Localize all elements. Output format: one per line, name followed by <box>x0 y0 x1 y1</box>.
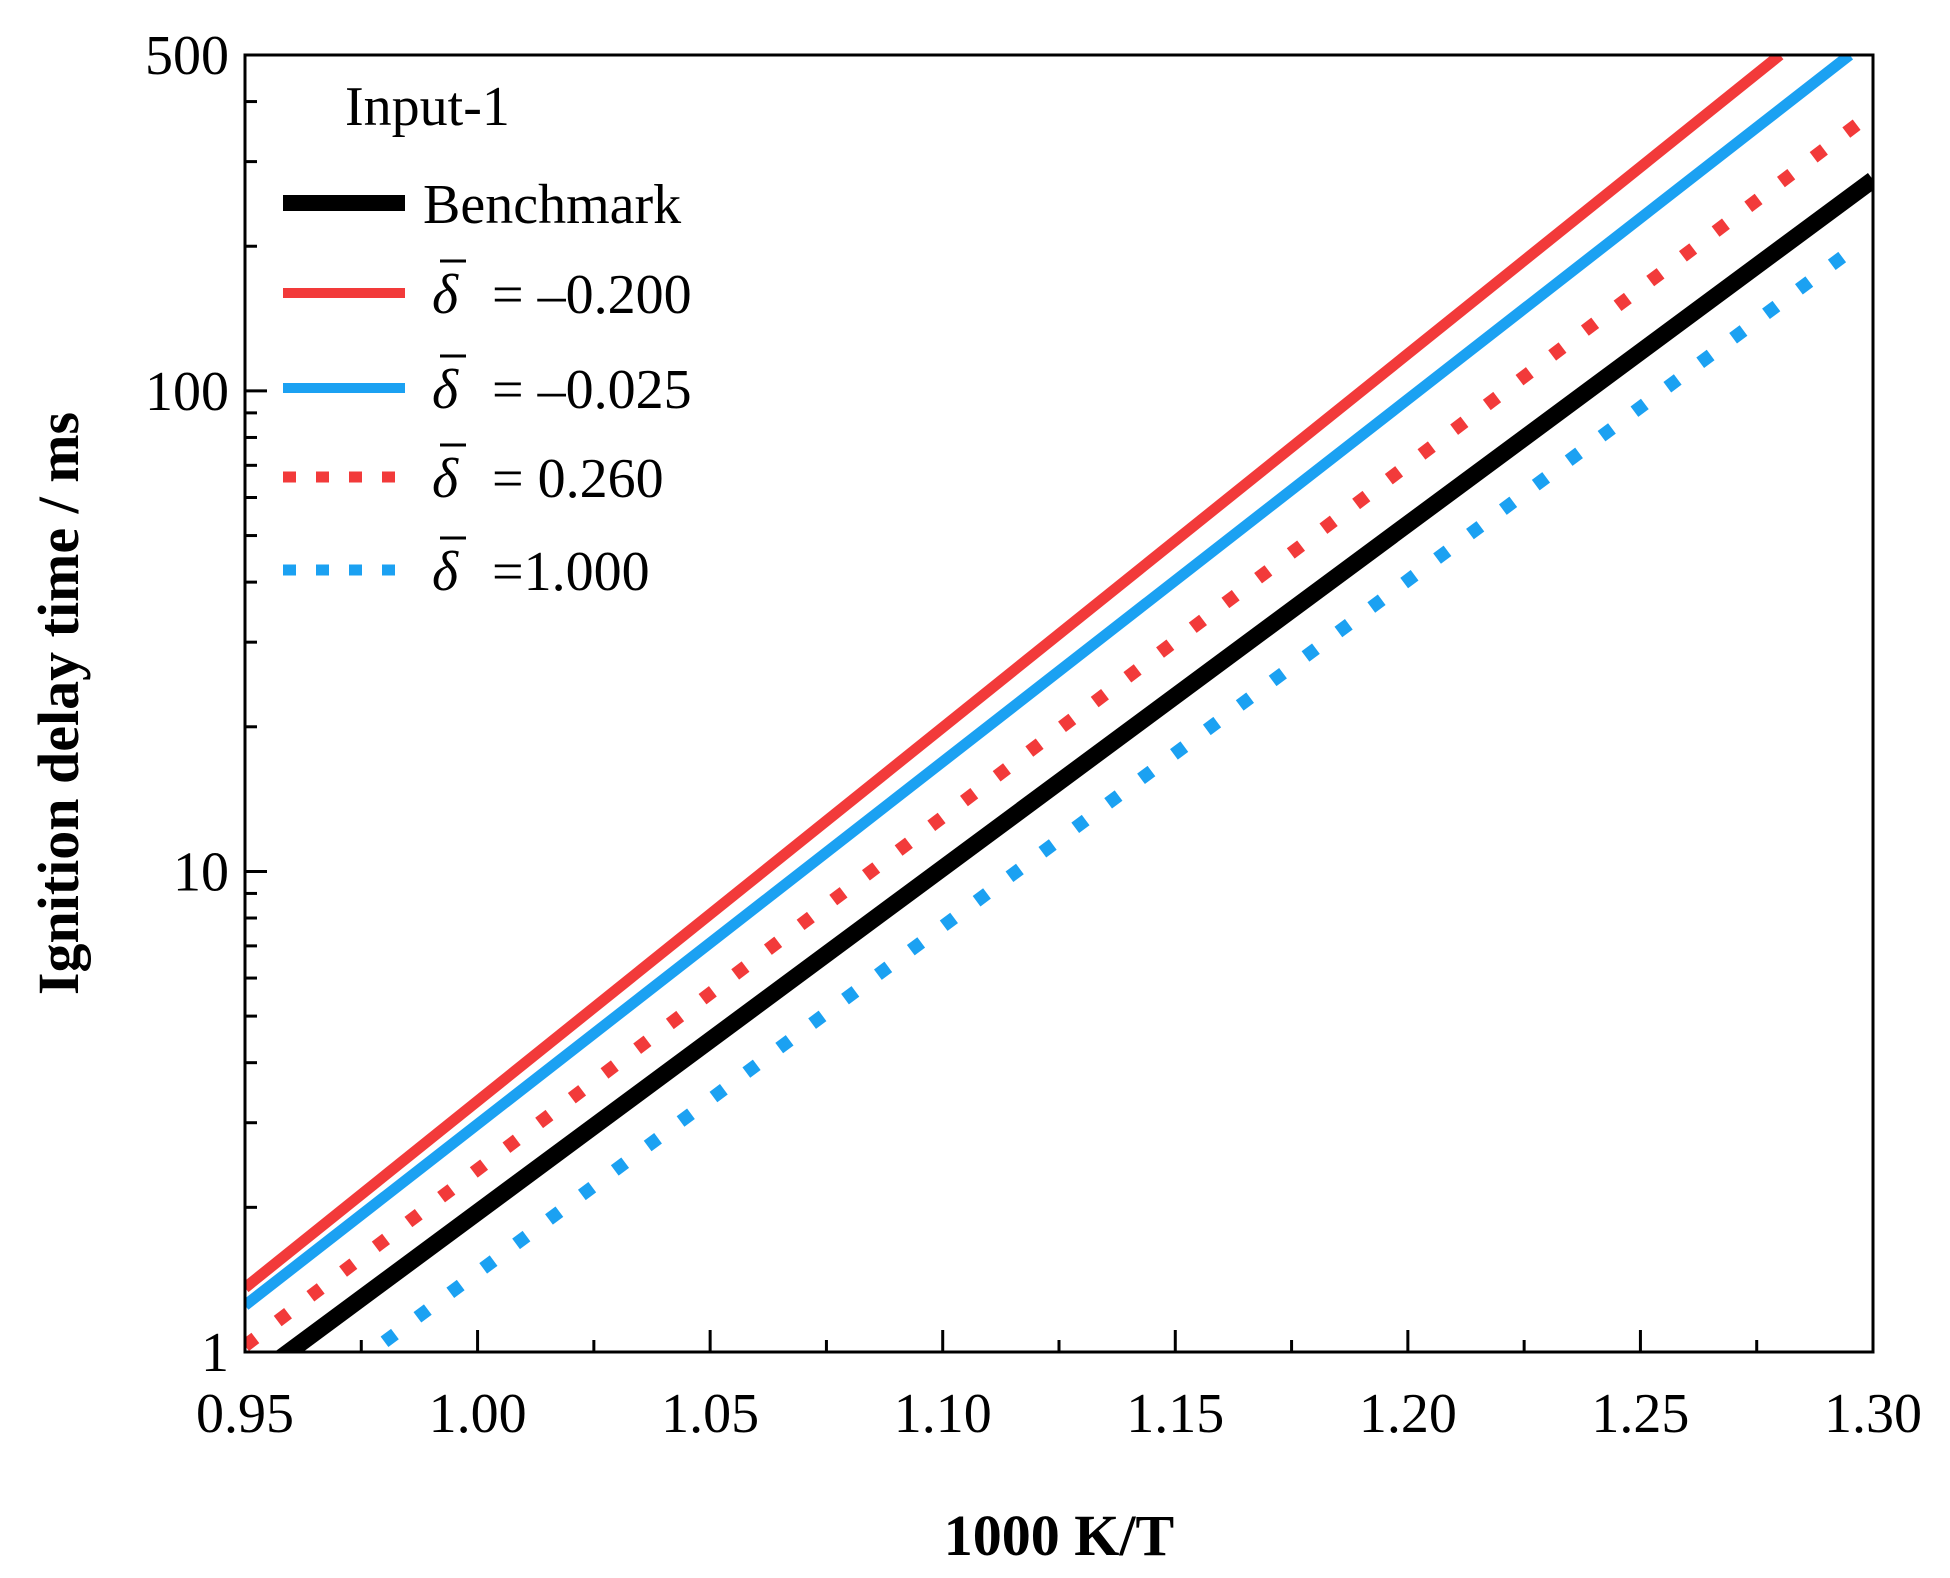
legend-label-1: Benchmark <box>423 174 681 236</box>
legend-label-2: = –0.200 <box>492 264 692 326</box>
series-line-5 <box>380 246 1854 1348</box>
series-layer <box>245 55 1873 1352</box>
series-line-3 <box>245 55 1854 1310</box>
series-line-4 <box>245 107 1873 1351</box>
axes-layer: 0.95 1.00 1.05 1.10 1.15 1.20 1.25 1.30 1 10 100 50… <box>145 25 1922 1445</box>
legend-delta-symbol: δ <box>432 448 459 510</box>
axis-titles: 1000 K/T Ignition delay time / ms <box>26 412 1174 1568</box>
x-tick-label: 1.15 <box>1126 1383 1224 1445</box>
legend-label-5: =1.000 <box>492 541 650 603</box>
series-line-1 <box>274 172 1873 1352</box>
y-tick-label: 500 <box>145 25 229 87</box>
y-axis-title: Ignition delay time / ms <box>26 412 91 995</box>
x-tick-label: 1.05 <box>661 1383 759 1445</box>
legend-delta-symbol: δ <box>432 264 459 326</box>
legend: Input-1 Benchmark δ = –0.200 δ = –0.025 δ = 0.2… <box>283 76 692 603</box>
legend-title: Input-1 <box>345 76 510 138</box>
legend-delta-symbol: δ <box>432 541 459 603</box>
plot-frame <box>243 53 1875 1354</box>
legend-label-3: = –0.025 <box>492 359 692 421</box>
x-tick-label: 1.20 <box>1359 1383 1457 1445</box>
y-tick-label: 1 <box>201 1322 229 1384</box>
series-line-2 <box>245 55 1784 1293</box>
x-axis-title: 1000 K/T <box>944 1503 1174 1568</box>
x-tick-label: 1.10 <box>894 1383 992 1445</box>
legend-delta-symbol: δ <box>432 359 459 421</box>
y-tick-label: 10 <box>173 841 229 903</box>
legend-label-4: = 0.260 <box>492 448 664 510</box>
x-tick-label: 1.25 <box>1591 1383 1689 1445</box>
x-tick-label: 1.30 <box>1824 1383 1922 1445</box>
x-tick-label: 0.95 <box>196 1383 294 1445</box>
x-tick-label: 1.00 <box>429 1383 527 1445</box>
y-tick-label: 100 <box>145 361 229 423</box>
